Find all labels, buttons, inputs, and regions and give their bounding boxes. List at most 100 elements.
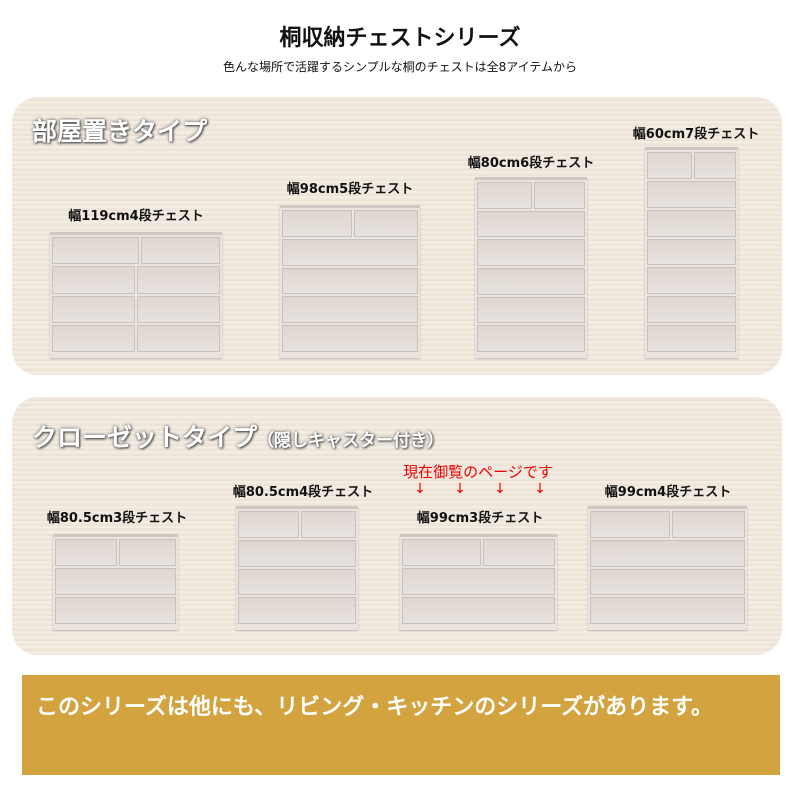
drawer-row: [590, 511, 745, 538]
drawer: [483, 539, 555, 566]
drawer: [402, 568, 555, 595]
drawer-row: [647, 325, 736, 353]
down-arrow-icon: ↓: [414, 481, 426, 497]
product-label[interactable]: 幅98cm5段チェスト: [286, 182, 414, 197]
drawer-row: [238, 511, 356, 538]
drawer-row: [647, 152, 736, 179]
drawer-row: [55, 539, 176, 566]
product-label-current[interactable]: 幅99cm3段チェスト: [416, 511, 544, 526]
drawer: [282, 296, 418, 324]
page-subtitle: 色んな場所で活躍するシンプルな桐のチェストは全8アイテムから: [222, 60, 578, 74]
room-type-heading: 部屋置きタイプ: [32, 117, 208, 146]
closet-type-title: クローゼットタイプ: [32, 423, 258, 452]
product-label[interactable]: 幅80cm6段チェスト: [467, 156, 595, 171]
drawer-row: [282, 296, 418, 324]
down-arrow-icon: ↓: [534, 481, 546, 497]
drawer: [402, 539, 481, 566]
product-label[interactable]: 幅99cm4段チェスト: [604, 485, 732, 500]
product-label[interactable]: 幅80.5cm3段チェスト: [46, 511, 188, 526]
drawer: [590, 597, 745, 624]
chest-image[interactable]: [475, 177, 587, 358]
drawer-row: [477, 325, 585, 353]
drawer: [477, 182, 533, 209]
drawer: [52, 237, 139, 265]
drawer-row: [477, 239, 585, 267]
drawer: [52, 324, 135, 352]
page-title: 桐収納チェストシリーズ: [279, 26, 521, 51]
series-banner[interactable]: このシリーズは他にも、リビング・キッチンのシリーズがあります。: [22, 675, 780, 775]
chest-image[interactable]: [50, 232, 222, 358]
drawer: [647, 296, 736, 324]
drawer-row: [52, 266, 220, 294]
drawer-row: [282, 210, 418, 237]
drawer: [534, 182, 585, 209]
drawer: [590, 511, 671, 538]
drawer: [282, 267, 418, 295]
drawer: [354, 210, 418, 237]
drawer: [238, 568, 356, 596]
drawer: [55, 568, 176, 595]
current-page-note: 現在御覧のページです: [403, 463, 553, 481]
drawer-row: [590, 539, 745, 567]
drawer: [590, 539, 745, 567]
drawer: [137, 295, 220, 323]
drawer: [137, 324, 220, 352]
drawer-row: [647, 209, 736, 237]
drawer: [477, 239, 585, 267]
closet-type-heading: クローゼットタイプ（隠しキャスター付き）: [32, 418, 444, 454]
drawer-row: [238, 568, 356, 596]
drawer-row: [647, 238, 736, 266]
drawer: [119, 539, 176, 566]
drawer-row: [402, 539, 555, 566]
down-arrow-icon: ↓: [494, 481, 506, 497]
drawer: [590, 568, 745, 596]
drawer: [647, 209, 736, 237]
drawer-row: [55, 597, 176, 624]
chest-image[interactable]: [53, 534, 178, 630]
drawer: [52, 295, 135, 323]
chest-image[interactable]: [280, 205, 420, 358]
drawer-row: [590, 597, 745, 624]
product-label[interactable]: 幅80.5cm4段チェスト: [232, 485, 374, 500]
drawer: [52, 266, 135, 294]
drawer: [300, 511, 356, 538]
drawer: [647, 152, 693, 179]
drawer-row: [52, 324, 220, 352]
chest-image[interactable]: [236, 506, 358, 630]
drawer: [477, 210, 585, 238]
drawer: [647, 267, 736, 295]
drawer: [402, 597, 555, 624]
product-label[interactable]: 幅119cm4段チェスト: [68, 209, 204, 224]
drawer-row: [238, 597, 356, 624]
drawer-row: [477, 268, 585, 295]
drawer: [672, 511, 745, 538]
drawer-row: [402, 597, 555, 624]
drawer-row: [477, 210, 585, 238]
drawer: [477, 325, 585, 353]
chest-image[interactable]: [645, 147, 738, 358]
drawer-row: [477, 296, 585, 324]
drawer-row: [282, 267, 418, 295]
drawer-row: [647, 267, 736, 295]
drawer: [282, 325, 418, 352]
closet-type-subtitle: （隠しキャスター付き）: [257, 431, 445, 451]
chest-image[interactable]: [400, 534, 557, 630]
drawer-row: [52, 237, 220, 265]
drawer-row: [647, 180, 736, 208]
product-label[interactable]: 幅60cm7段チェスト: [632, 127, 760, 142]
drawer: [647, 180, 736, 208]
drawer: [694, 152, 736, 179]
drawer-row: [402, 568, 555, 595]
drawer: [140, 237, 220, 265]
chest-image[interactable]: [588, 506, 747, 630]
arrow-row: ↓ ↓ ↓ ↓: [400, 481, 560, 497]
drawer: [137, 266, 220, 294]
drawer-row: [590, 568, 745, 596]
drawer: [477, 268, 585, 295]
drawer-row: [282, 325, 418, 352]
drawer: [282, 238, 418, 266]
drawer-row: [238, 539, 356, 567]
drawer: [647, 238, 736, 266]
drawer: [238, 539, 356, 567]
drawer: [238, 511, 299, 538]
